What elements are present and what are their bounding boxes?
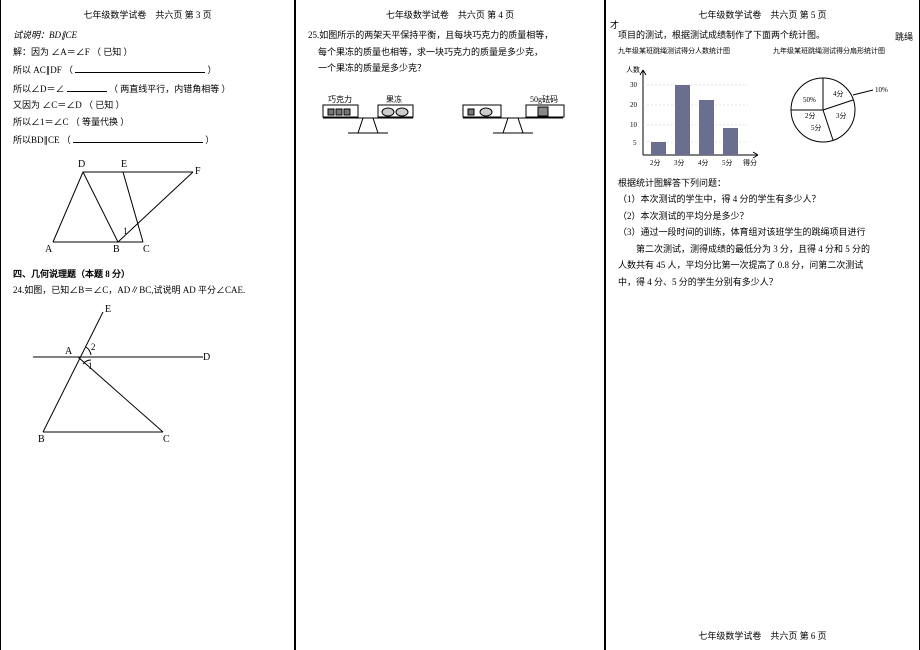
pie-2: 2分 — [805, 111, 816, 120]
yt30: 30 — [630, 81, 638, 89]
page-5-column: 才 跳绳 七年级数学试卷 共六页 第 5 页 项目的测试，根据测试成绩制作了下面… — [605, 0, 920, 650]
pie-3: 3分 — [836, 111, 847, 120]
paper-title-2: 七年级数学试卷 共六页 — [386, 10, 485, 20]
scale1-left: 巧克力 — [328, 94, 352, 104]
fig2-2: 2 — [91, 342, 96, 352]
q25-a: 25.如图所示的两架天平保持平衡，且每块巧克力的质量相等， — [308, 29, 592, 43]
page-3-header: 七年级数学试卷 共六页 第 3 页 — [13, 8, 282, 21]
fig2-D: D — [203, 352, 210, 363]
proof-l3b: ） — [208, 65, 217, 75]
pie-4: 4分 — [833, 89, 844, 98]
page-4-header: 七年级数学试卷 共六页 第 4 页 — [308, 8, 592, 21]
fig1-F: F — [195, 166, 201, 177]
blank-3[interactable] — [73, 132, 203, 143]
bar-chart: 人数 30 20 10 5 2分 3分 4分 5分 得分 — [618, 60, 763, 170]
figure-2: E A D B C 1 2 — [13, 302, 213, 442]
bar-title: 九年级某班跳绳测试得分人数统计图 — [618, 46, 763, 56]
y-label: 人数 — [626, 65, 640, 74]
page-6-footer: 七年级数学试卷 共六页 第 6 页 — [606, 629, 919, 642]
yt5: 5 — [633, 139, 637, 147]
fig1-E: E — [121, 159, 127, 170]
xt3: 3分 — [674, 158, 685, 167]
fig1-C: C — [143, 244, 150, 255]
section-4-title: 四、几何说理题（本题 8 分） — [13, 268, 282, 282]
page-5-num: 第 5 页 — [800, 10, 827, 20]
proof-l6: 所以∠1＝∠C （ 等量代换 ） — [13, 116, 282, 130]
fig2-1: 1 — [88, 361, 93, 371]
q-header: 根据统计图解答下列问题： — [618, 177, 907, 191]
fig2-C: C — [163, 434, 170, 442]
yt10: 10 — [630, 121, 638, 129]
q3d: 中，得 4 分、5 分的学生分别有多少人？ — [618, 276, 907, 290]
proof-l3a: 所以 AC∥DF （ — [13, 65, 73, 75]
right-label: 跳绳 — [895, 30, 913, 43]
fig1-B: B — [113, 244, 120, 255]
pie-chart-block: 九年级某班跳绳测试得分扇形统计图 4分 3分 50% 5分 2分 10% — [773, 46, 893, 164]
bar-2 — [651, 142, 666, 155]
paper-title-3: 七年级数学试卷 共六页 — [698, 10, 797, 20]
xt2: 2分 — [650, 158, 661, 167]
bar-chart-block: 九年级某班跳绳测试得分人数统计图 人数 — [618, 46, 763, 174]
fig1-A: A — [45, 244, 53, 255]
scale-2: 50g砝码 — [448, 88, 578, 143]
pie-title: 九年级某班跳绳测试得分扇形统计图 — [773, 46, 893, 56]
proof-l7b: ） — [205, 135, 214, 145]
xt4: 4分 — [698, 158, 709, 167]
proof-l7a: 所以BD∥CE （ — [13, 135, 71, 145]
proof-l4b: （ 两直线平行，内错角相等 ） — [109, 84, 231, 94]
q25-c: 一个果冻的质量是多少克？ — [308, 62, 592, 76]
page-6-num: 第 6 页 — [800, 631, 827, 641]
q1: （1）本次测试的学生中，得 4 分的学生有多少人？ — [618, 193, 907, 207]
balance-scales: 巧克力 果冻 50g砝码 — [308, 84, 592, 147]
page-4-num: 第 4 页 — [487, 10, 514, 20]
bar-5 — [723, 128, 738, 155]
proof-l4: 所以∠D＝∠ （ 两直线平行，内错角相等 ） — [13, 81, 282, 97]
proof-l7: 所以BD∥CE （ ） — [13, 132, 282, 148]
proof-l2: 解：因为 ∠A＝∠F （ 已知 ） — [13, 46, 282, 60]
scale2-right: 50g砝码 — [530, 94, 558, 104]
scale1-right: 果冻 — [386, 94, 402, 104]
figure-1: D E F A B C 1 — [13, 152, 213, 262]
blank-1[interactable] — [75, 62, 205, 73]
fig1-1: 1 — [123, 226, 128, 236]
pie-chart: 4分 3分 50% 5分 2分 10% — [773, 60, 893, 160]
proof-l1: 试说明：BD∥CE — [13, 29, 282, 43]
scale-1: 巧克力 果冻 — [308, 88, 428, 143]
page-5-header: 七年级数学试卷 共六页 第 5 页 — [618, 8, 907, 21]
fig2-A: A — [65, 346, 73, 357]
proof-l3: 所以 AC∥DF （ ） — [13, 62, 282, 78]
q24-text: 24.如图，已知∠B＝∠C，AD∥BC,试说明 AD 平分∠CAE. — [13, 284, 282, 298]
intro: 项目的测试，根据测试成绩制作了下面两个统计图。 — [618, 29, 907, 43]
q3c: 人数共有 45 人，平均分比第一次提高了 0.8 分，问第二次测试 — [618, 259, 907, 273]
q3a: （3）通过一段时间的训练，体育组对该班学生的跳绳项目进行 — [618, 226, 907, 240]
q25-b: 每个果冻的质量也相等，求一块巧克力的质量是多少克， — [308, 46, 592, 60]
fig2-E: E — [105, 304, 111, 315]
bar-3 — [675, 85, 690, 155]
page-3-num: 第 3 页 — [185, 10, 212, 20]
xlabel: 得分 — [743, 158, 757, 167]
page-4-column: 七年级数学试卷 共六页 第 4 页 25.如图所示的两架天平保持平衡，且每块巧克… — [295, 0, 605, 650]
pie-50: 50% — [803, 96, 816, 104]
left-margin-char: 才 — [610, 18, 619, 31]
page-3-column: 七年级数学试卷 共六页 第 3 页 试说明：BD∥CE 解：因为 ∠A＝∠F （… — [0, 0, 295, 650]
proof-l5: 又因为 ∠C＝∠D （ 已知 ） — [13, 99, 282, 113]
fig2-B: B — [38, 434, 45, 442]
q3b: 第二次测试，测得成绩的最低分为 3 分，且得 4 分和 5 分的 — [618, 243, 907, 257]
charts-row: 九年级某班跳绳测试得分人数统计图 人数 — [618, 46, 907, 174]
paper-title-4: 七年级数学试卷 共六页 — [698, 631, 797, 641]
xt5: 5分 — [722, 158, 733, 167]
fig1-D: D — [78, 159, 85, 170]
bar-4 — [699, 100, 714, 155]
proof-l4a: 所以∠D＝∠ — [13, 84, 65, 94]
pie-5: 5分 — [811, 123, 822, 132]
paper-title: 七年级数学试卷 共六页 — [83, 10, 182, 20]
blank-2[interactable] — [67, 81, 107, 92]
pie-10: 10% — [875, 86, 888, 94]
yt20: 20 — [630, 101, 638, 109]
q2: （2）本次测试的平均分是多少？ — [618, 210, 907, 224]
